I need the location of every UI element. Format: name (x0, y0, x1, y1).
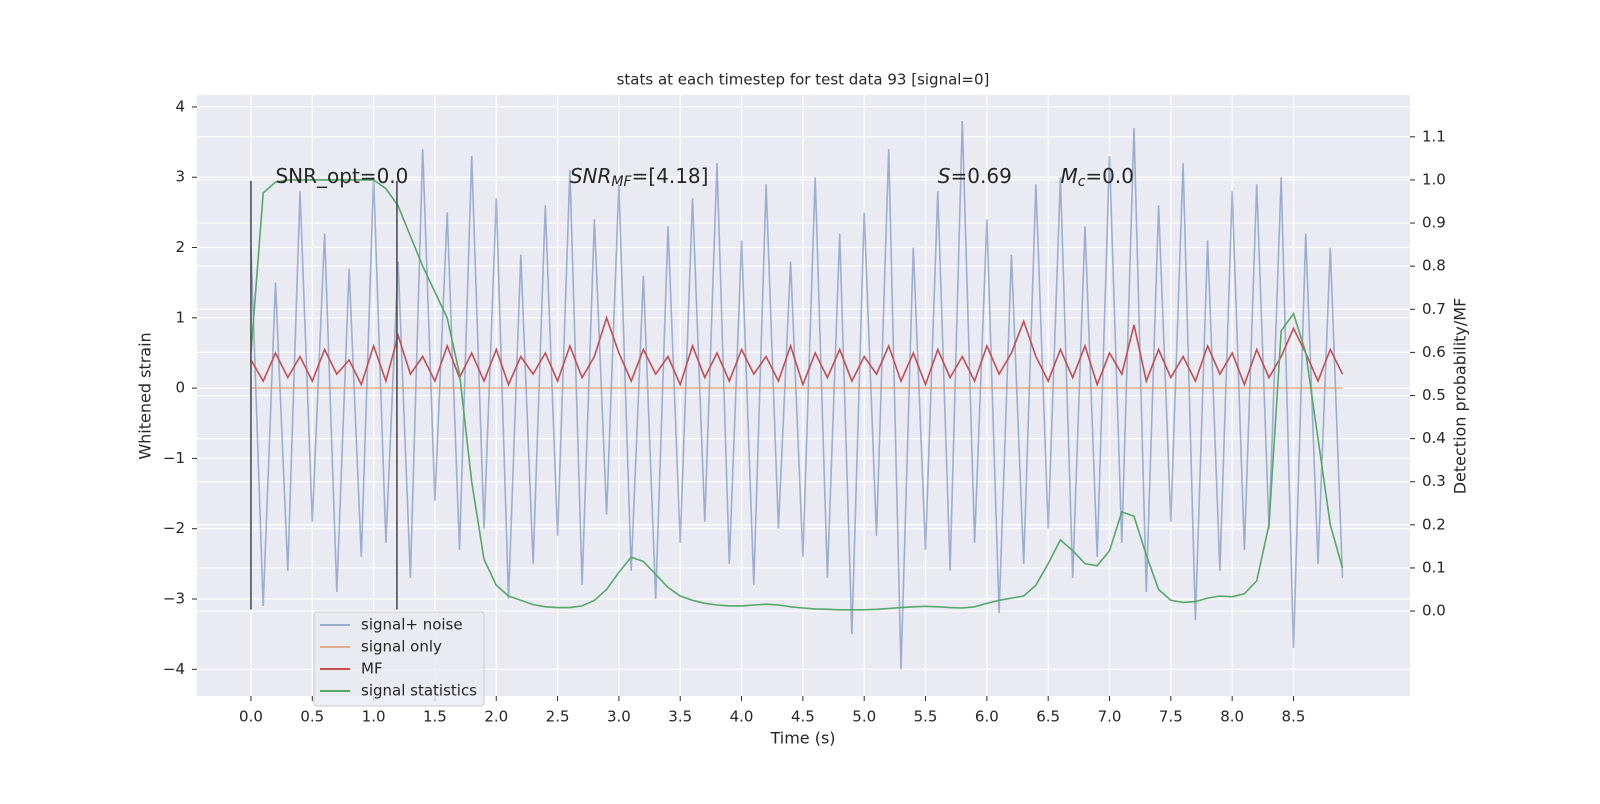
annotation-part: c (1078, 174, 1086, 190)
y2-tick-label: 0.8 (1422, 257, 1446, 275)
x-axis-label: Time (s) (769, 729, 835, 748)
y-tick-label: 2 (175, 238, 185, 256)
y2-tick-label: 0.1 (1422, 558, 1446, 576)
series-line (250, 179, 1344, 611)
y-tick-label: 4 (175, 97, 185, 115)
x-tick-label: 1.5 (423, 708, 447, 726)
annotation-part: =0.0 (1085, 164, 1134, 188)
y2-tick-label: 0.2 (1422, 515, 1446, 533)
y-tick-label: 0 (175, 379, 185, 397)
annotation: SNRMF=[4.18] (570, 164, 709, 191)
x-tick-label: 7.5 (1159, 708, 1183, 726)
y2-tick-label: 1.0 (1422, 170, 1446, 188)
x-tick-label: 8.0 (1220, 708, 1244, 726)
legend-label: signal only (361, 638, 442, 656)
x-tick-label: 7.0 (1098, 708, 1122, 726)
y-tick-label: −3 (163, 589, 185, 607)
annotation-part: M (1060, 164, 1077, 188)
legend-box (313, 611, 485, 707)
x-tick-label: 3.5 (668, 708, 692, 726)
annotation-part: S (938, 164, 951, 188)
y-tick-label: 1 (175, 308, 185, 326)
x-tick-label: 8.5 (1282, 708, 1306, 726)
y-tick-label: −1 (163, 449, 185, 467)
legend-label: MF (361, 660, 383, 678)
legend-label: signal+ noise (361, 616, 463, 634)
y2-tick-label: 0.4 (1422, 429, 1446, 447)
annotation-part: SNR_opt=0.0 (275, 164, 408, 188)
y2-tick-label: 1.1 (1422, 127, 1446, 145)
x-tick-label: 6.0 (975, 708, 999, 726)
chart-title: stats at each timestep for test data 93 … (617, 71, 990, 89)
y2-tick-label: 0.0 (1422, 602, 1446, 620)
x-tick-label: 6.5 (1036, 708, 1060, 726)
x-tick-label: 1.0 (362, 708, 386, 726)
y2-tick-label: 0.9 (1422, 214, 1446, 232)
annotation: S=0.69 (938, 164, 1012, 188)
x-tick-label: 5.5 (914, 708, 938, 726)
y2-tick-label: 0.3 (1422, 472, 1446, 490)
y2-tick-label: 0.5 (1422, 386, 1446, 404)
x-tick-label: 2.0 (484, 708, 508, 726)
y-axis-label: Whitened strain (136, 332, 155, 459)
y2-tick-label: 0.6 (1422, 343, 1446, 361)
y-tick-label: 3 (175, 168, 185, 186)
annotation-part: =0.69 (951, 164, 1012, 188)
annotation-part: MF (611, 174, 632, 190)
x-tick-label: 0.0 (239, 708, 263, 726)
x-tick-label: 0.5 (300, 708, 324, 726)
y2-axis-label: Detection probability/MF (1451, 298, 1470, 495)
x-tick-label: 3.0 (607, 708, 631, 726)
series-line (250, 315, 1344, 388)
series-line (250, 120, 1344, 670)
annotation: Mc=0.0 (1060, 164, 1134, 191)
y-tick-label: −4 (163, 660, 185, 678)
y2-tick-label: 0.7 (1422, 300, 1446, 318)
x-tick-label: 2.5 (546, 708, 570, 726)
y-tick-label: −2 (163, 519, 185, 537)
legend-label: signal statistics (361, 682, 477, 700)
x-tick-label: 4.5 (791, 708, 815, 726)
x-tick-label: 4.0 (730, 708, 754, 726)
annotation: SNR_opt=0.0 (275, 164, 408, 188)
annotation-part: =[4.18] (632, 164, 709, 188)
annotation-part: SNR (570, 164, 612, 188)
x-tick-label: 5.0 (852, 708, 876, 726)
